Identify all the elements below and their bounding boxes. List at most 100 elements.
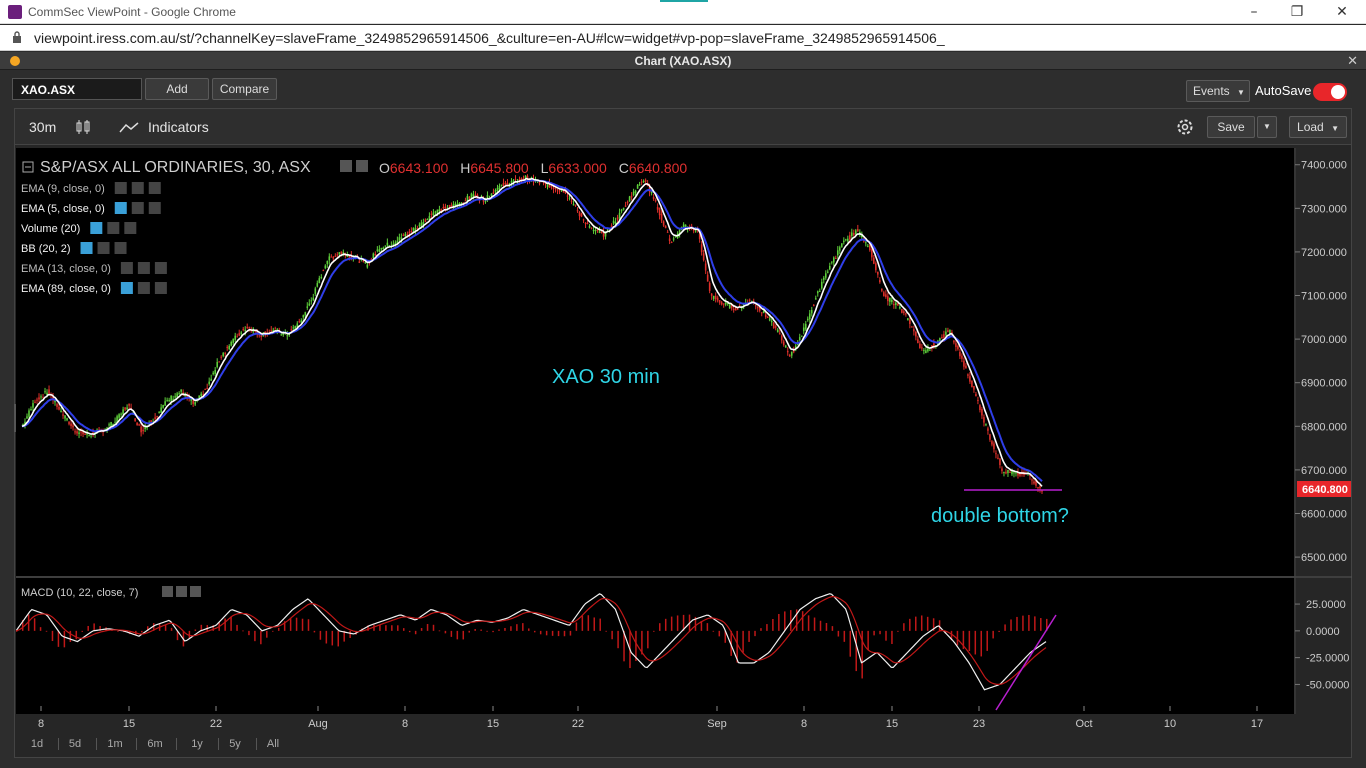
candle-body — [1003, 472, 1005, 474]
indicator-eye-icon[interactable] — [120, 262, 133, 274]
candle-body — [987, 428, 989, 431]
candle-body — [947, 330, 949, 332]
indicator-label[interactable]: EMA (89, close, 0) — [21, 283, 111, 295]
close-window-icon[interactable]: ✕ — [1336, 4, 1348, 20]
gear-icon[interactable] — [1175, 117, 1195, 137]
candle-body — [336, 254, 339, 256]
minimize-icon[interactable]: – — [1250, 4, 1258, 20]
indicator-eye-icon[interactable] — [90, 222, 103, 234]
range-button-5y[interactable]: 5y — [229, 738, 241, 750]
macd-eye-icon[interactable] — [162, 586, 173, 597]
indicator-label[interactable]: EMA (9, close, 0) — [21, 183, 105, 195]
indicator-gear-icon[interactable] — [107, 222, 120, 234]
time-x-axis: 8 15 22 Aug 8 15 22 Sep 8 15 23 Oct 10 17 — [38, 706, 1263, 730]
interval-selector[interactable]: 30m — [29, 119, 57, 135]
indicator-close-icon[interactable] — [124, 222, 137, 234]
chevron-down-icon: ▼ — [1331, 124, 1339, 133]
macd-hist-bar — [450, 630, 453, 637]
restore-icon[interactable]: ❐ — [1290, 4, 1304, 20]
macd-divergence-trendline[interactable] — [995, 614, 1057, 711]
indicator-gear-icon[interactable] — [131, 182, 144, 194]
window-close-icon[interactable]: ✕ — [1347, 53, 1358, 68]
macd-hist-bar — [605, 630, 607, 632]
candle-body — [662, 221, 665, 226]
candle-body — [434, 211, 437, 213]
indicator-eye-icon[interactable] — [120, 282, 133, 294]
indicator-label[interactable]: Volume (20) — [21, 223, 80, 235]
macd-hist-bar — [760, 628, 762, 631]
macd-hist-bar — [432, 624, 435, 631]
macd-hist-bar — [522, 623, 524, 631]
range-button-6m[interactable]: 6m — [147, 738, 163, 750]
indicator-label[interactable]: BB (20, 2) — [21, 243, 71, 255]
indicator-label[interactable]: EMA (5, close, 0) — [21, 203, 105, 215]
save-options-chevron-icon[interactable]: ▼ — [1257, 116, 1277, 138]
macd-close-icon[interactable] — [190, 586, 201, 597]
candle-body — [292, 327, 295, 329]
candle-body — [895, 302, 897, 306]
autosave-toggle[interactable] — [1313, 83, 1347, 101]
candle-body — [66, 418, 68, 421]
range-button-5d[interactable]: 5d — [68, 738, 82, 750]
candle-body — [919, 343, 921, 349]
macd-hist-bar — [254, 630, 256, 642]
indicators-icon[interactable] — [119, 122, 139, 134]
indicator-gear-icon[interactable] — [131, 202, 144, 214]
indicator-gear-icon[interactable] — [97, 242, 110, 254]
candle-body — [404, 233, 407, 237]
macd-gear-icon[interactable] — [176, 586, 187, 597]
indicator-gear-icon[interactable] — [137, 262, 150, 274]
candle-body — [392, 243, 395, 246]
candle-body — [953, 340, 955, 343]
candle-body — [855, 230, 857, 235]
indicator-eye-icon[interactable] — [80, 242, 93, 254]
candle-body — [845, 239, 847, 241]
x-tick-label: 22 — [210, 718, 222, 730]
address-bar[interactable]: viewpoint.iress.com.au/st/?channelKey=sl… — [0, 25, 1366, 51]
indicator-close-icon[interactable] — [154, 262, 167, 274]
load-dropdown[interactable]: Load ▼ — [1289, 116, 1347, 138]
events-dropdown[interactable]: Events ▼ — [1186, 80, 1250, 102]
indicator-gear-icon[interactable] — [137, 282, 150, 294]
macd-hist-bar — [99, 625, 101, 631]
indicator-eye-icon[interactable] — [114, 182, 127, 194]
range-button-1d[interactable]: 1d — [30, 738, 44, 750]
indicator-eye-icon[interactable] — [114, 202, 127, 214]
title-eye-icon[interactable] — [340, 160, 352, 172]
macd-hist-bar — [224, 618, 226, 631]
indicator-label[interactable]: EMA (13, close, 0) — [21, 263, 111, 275]
indicator-close-icon[interactable] — [154, 282, 167, 294]
candle-body — [758, 307, 761, 311]
macd-hist-bar — [63, 630, 66, 648]
range-button-1y[interactable]: 1y — [191, 738, 203, 750]
indicator-close-icon[interactable] — [148, 182, 161, 194]
candle-body — [510, 181, 513, 183]
chevron-down-icon: ▼ — [1237, 88, 1245, 97]
indicators-button[interactable]: Indicators — [148, 119, 209, 135]
candle-body — [140, 426, 142, 433]
indicator-close-icon[interactable] — [114, 242, 127, 254]
candle-body — [56, 404, 58, 407]
title-gear-icon[interactable] — [356, 160, 368, 172]
add-button[interactable]: Add — [145, 78, 209, 100]
price-chart[interactable]: 7400.000 7300.000 7200.000 7100.000 7000.000… — [16, 148, 1352, 733]
candle-body — [58, 406, 60, 410]
candle-body — [520, 177, 523, 180]
candle-body — [921, 347, 923, 349]
url-text[interactable]: viewpoint.iress.com.au/st/?channelKey=sl… — [34, 30, 945, 46]
range-button-all[interactable]: All — [266, 738, 280, 750]
macd-hist-bar — [986, 630, 988, 651]
range-button-1m[interactable]: 1m — [107, 738, 123, 750]
candle-body — [180, 389, 182, 392]
collapse-pane-icon[interactable] — [22, 161, 34, 173]
indicator-close-icon[interactable] — [148, 202, 161, 214]
save-button[interactable]: Save — [1207, 116, 1255, 138]
macd-hist-bar — [438, 630, 441, 632]
candlestick-type-icon[interactable] — [75, 119, 91, 135]
compare-button[interactable]: Compare — [212, 78, 277, 100]
macd-hist-bar — [301, 618, 304, 631]
candle-body — [402, 234, 405, 236]
symbol-input[interactable]: XAO.ASX — [12, 78, 142, 100]
annotation-double-bottom: double bottom? — [931, 505, 1069, 527]
macd-hist-bar — [510, 626, 512, 631]
